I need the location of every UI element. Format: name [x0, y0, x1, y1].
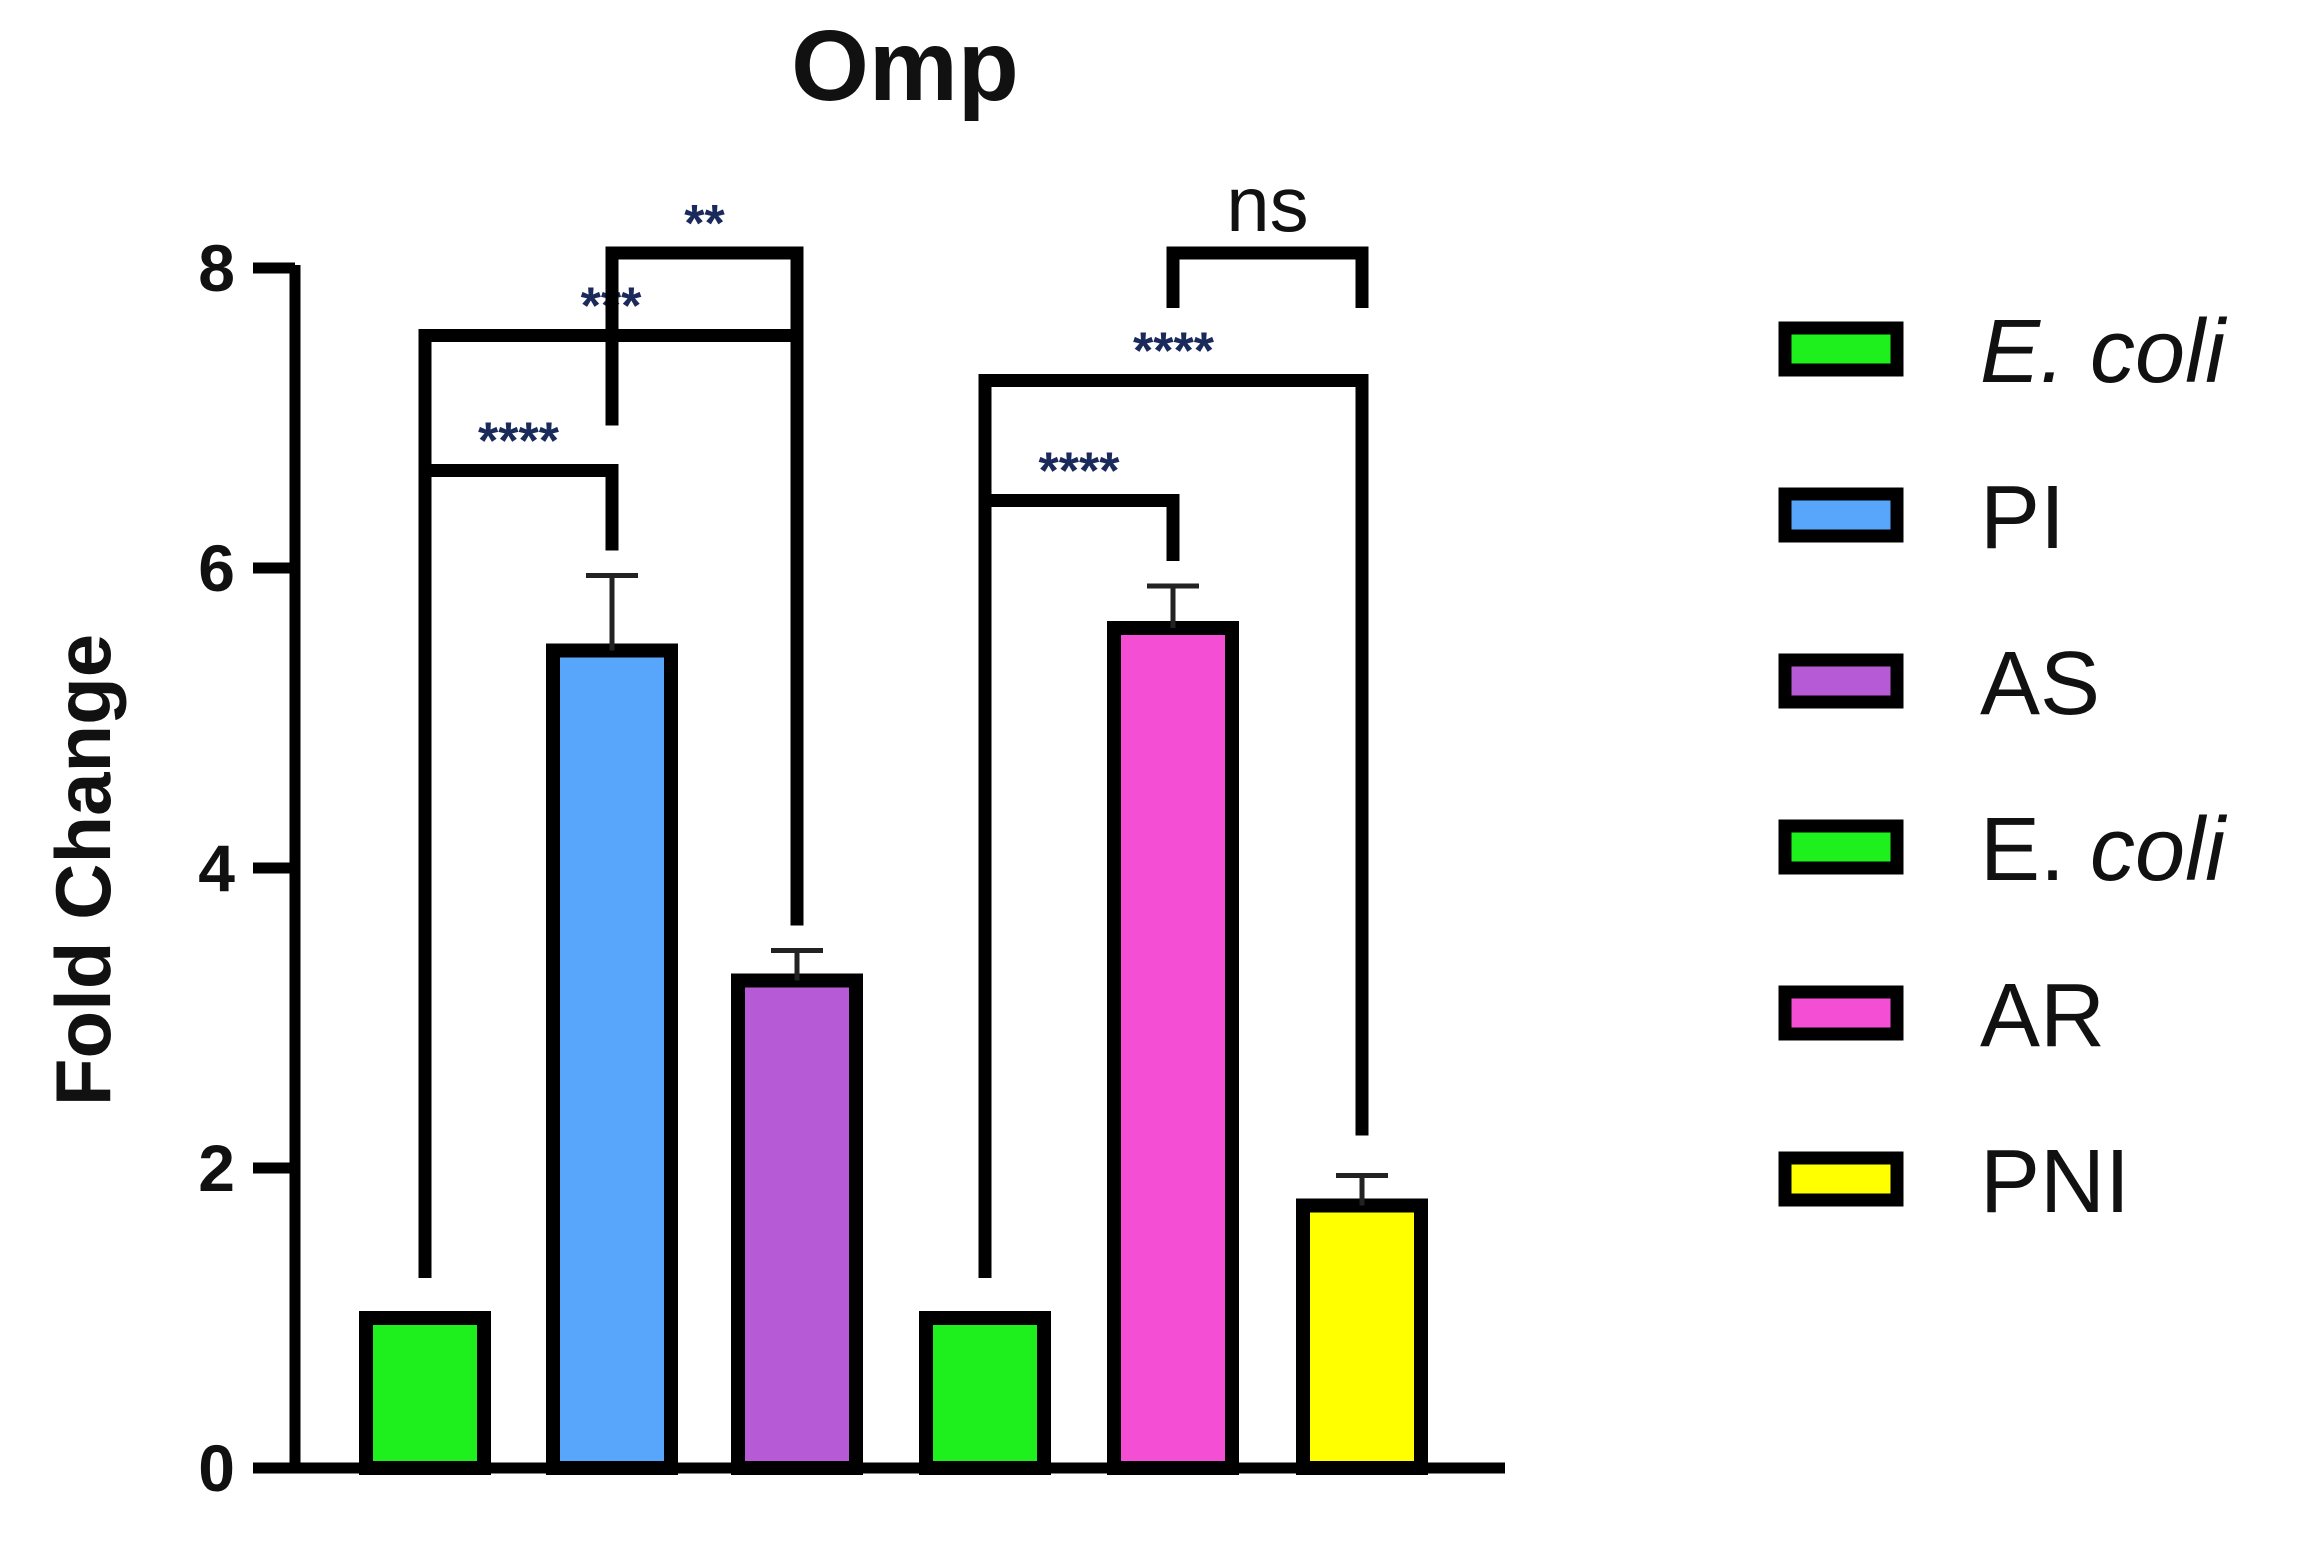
significance-label: ****	[1039, 443, 1121, 501]
y-tick-label: 4	[198, 831, 235, 905]
legend-label: E. coli	[1980, 800, 2228, 900]
significance-label: ****	[1133, 323, 1215, 381]
bar	[359, 1311, 491, 1475]
legend-label-part: coli	[2090, 800, 2228, 900]
chart-title: Omp	[791, 10, 1019, 122]
bar	[731, 973, 863, 1475]
legend-label-part: E.	[1980, 800, 2090, 900]
legend-label: E. coli	[1980, 302, 2228, 402]
legend-swatch	[1778, 1151, 1904, 1207]
y-axis-label: Fold Change	[39, 634, 127, 1106]
bars	[359, 573, 1428, 1475]
y-tick-label: 6	[198, 531, 235, 605]
significance-brackets: *****************ns	[418, 160, 1369, 1278]
significance-bracket	[978, 374, 1369, 1278]
legend-label: AS	[1980, 634, 2100, 734]
legend: E. coli PI AS E. coli AR PNI	[1778, 302, 2228, 1232]
significance-label: ns	[1226, 160, 1308, 248]
bar	[1296, 1198, 1428, 1475]
legend-swatch	[1778, 985, 1904, 1041]
significance-bracket	[1166, 246, 1369, 308]
legend-swatch	[1778, 819, 1904, 875]
legend-label: AR	[1980, 966, 2105, 1066]
y-tick-label: 2	[198, 1131, 235, 1205]
legend-label: PNI	[1980, 1132, 2130, 1232]
bar	[1107, 621, 1239, 1475]
bar	[546, 643, 678, 1475]
legend-swatch	[1778, 321, 1904, 377]
significance-bracket	[605, 246, 804, 926]
legend-label: PI	[1980, 468, 2065, 568]
legend-swatch	[1778, 653, 1904, 709]
y-tick-label: 8	[198, 231, 235, 305]
y-tick-label: 0	[198, 1431, 235, 1505]
bar	[919, 1311, 1051, 1475]
significance-label: ****	[478, 413, 560, 471]
significance-label: **	[684, 195, 725, 253]
legend-swatch	[1778, 487, 1904, 543]
